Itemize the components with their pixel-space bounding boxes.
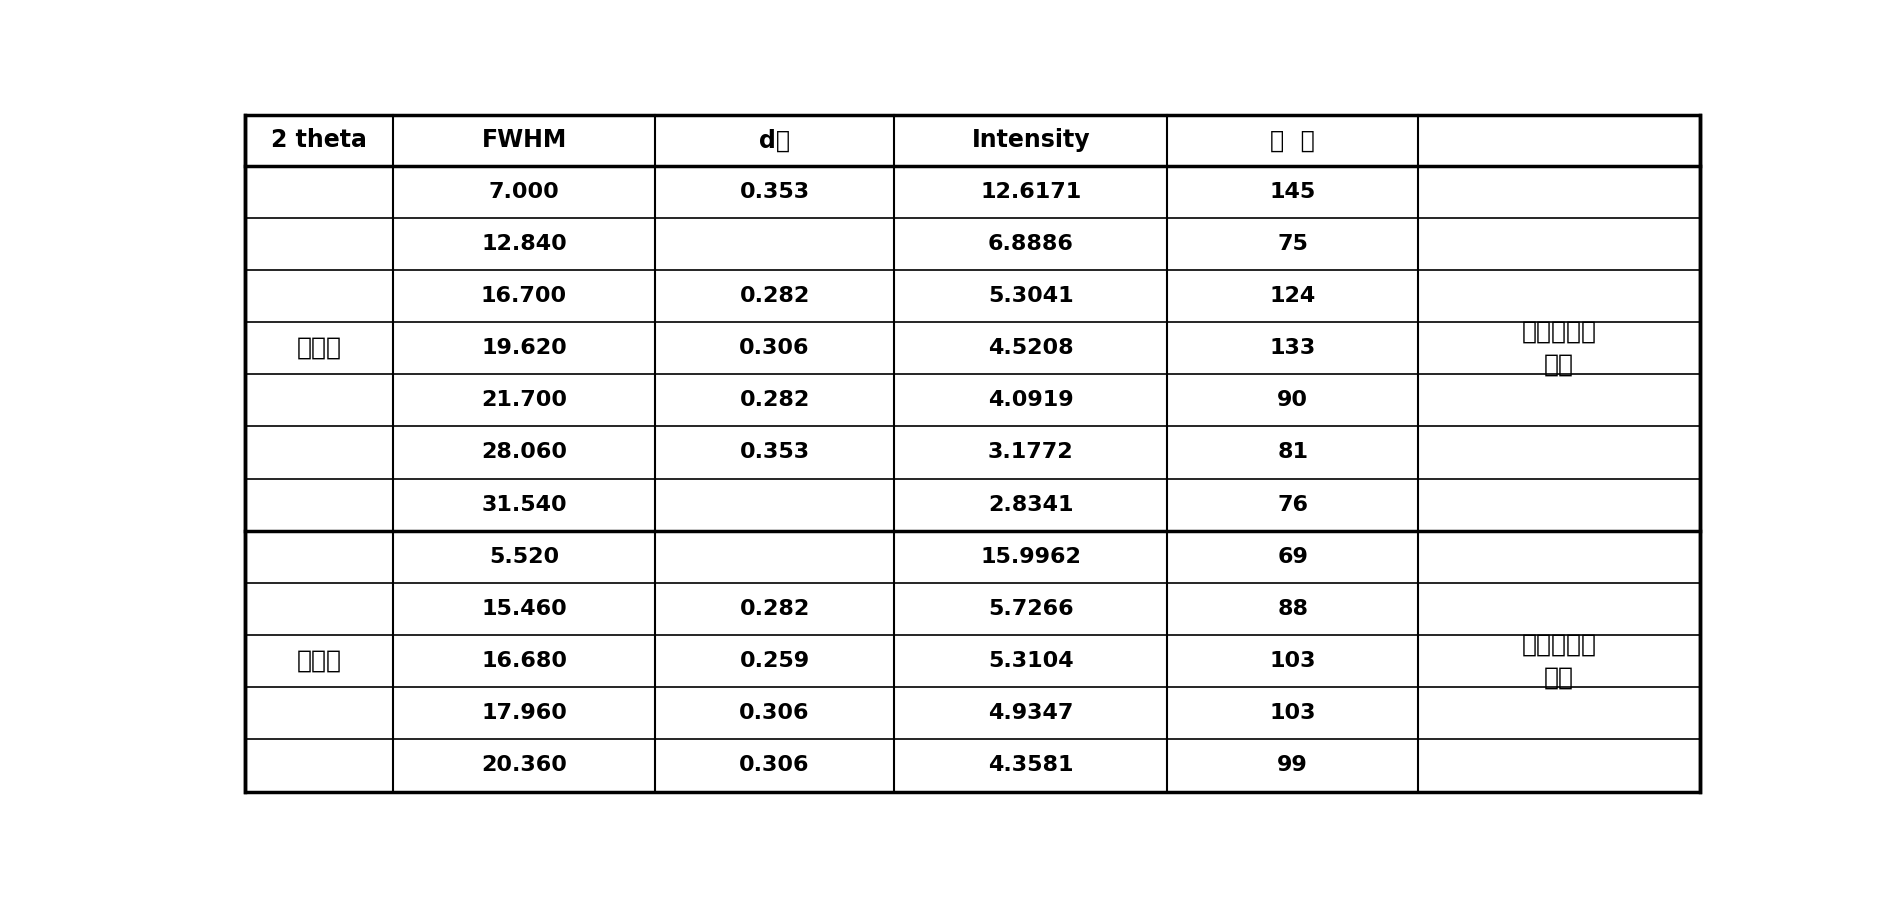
- Text: 17.960: 17.960: [480, 703, 568, 723]
- Text: 16.700: 16.700: [480, 286, 568, 306]
- Text: 145: 145: [1270, 181, 1315, 201]
- Text: 0.353: 0.353: [740, 443, 810, 462]
- Text: 2.8341: 2.8341: [989, 495, 1074, 515]
- Text: 124: 124: [1270, 286, 1315, 306]
- Text: 0.306: 0.306: [740, 338, 810, 358]
- Text: 备  注: 备 注: [1270, 128, 1315, 153]
- Text: 0.282: 0.282: [740, 599, 810, 619]
- Text: 0.282: 0.282: [740, 391, 810, 410]
- Text: 征峰: 征峰: [1545, 353, 1573, 377]
- Text: Intensity: Intensity: [972, 128, 1089, 153]
- Text: 7.000: 7.000: [488, 181, 560, 201]
- Text: d値: d値: [759, 128, 790, 153]
- Text: 2 theta: 2 theta: [271, 128, 366, 153]
- Text: 133: 133: [1270, 338, 1315, 358]
- Text: 0.353: 0.353: [740, 181, 810, 201]
- Text: 有明显的特: 有明显的特: [1522, 319, 1596, 343]
- Text: 20.360: 20.360: [480, 755, 568, 776]
- Text: 103: 103: [1270, 651, 1315, 671]
- Text: 4.9347: 4.9347: [989, 703, 1074, 723]
- Text: 0.259: 0.259: [740, 651, 810, 671]
- Text: 90: 90: [1277, 391, 1308, 410]
- Text: 15.460: 15.460: [482, 599, 568, 619]
- Text: 3.1772: 3.1772: [989, 443, 1074, 462]
- Text: 19.620: 19.620: [482, 338, 568, 358]
- Text: 4.5208: 4.5208: [989, 338, 1074, 358]
- Text: 103: 103: [1270, 703, 1315, 723]
- Text: 76: 76: [1277, 495, 1308, 515]
- Text: 4.3581: 4.3581: [989, 755, 1074, 776]
- Text: 69: 69: [1277, 547, 1308, 567]
- Text: 12.840: 12.840: [482, 233, 568, 254]
- Text: 81: 81: [1277, 443, 1308, 462]
- Text: 冻干法: 冻干法: [296, 649, 342, 674]
- Text: 21.700: 21.700: [480, 391, 568, 410]
- Text: 结晶法: 结晶法: [296, 336, 342, 360]
- Text: 6.8886: 6.8886: [987, 233, 1074, 254]
- Text: 无明显的特: 无明显的特: [1522, 632, 1596, 656]
- Text: 征峰: 征峰: [1545, 666, 1573, 690]
- Text: 99: 99: [1277, 755, 1308, 776]
- Text: 12.6171: 12.6171: [979, 181, 1082, 201]
- Text: FWHM: FWHM: [482, 128, 568, 153]
- Text: 15.9962: 15.9962: [981, 547, 1082, 567]
- Text: 5.520: 5.520: [490, 547, 560, 567]
- Text: 31.540: 31.540: [482, 495, 568, 515]
- Text: 5.7266: 5.7266: [989, 599, 1074, 619]
- Text: 5.3104: 5.3104: [989, 651, 1074, 671]
- Text: 0.306: 0.306: [740, 755, 810, 776]
- Text: 88: 88: [1277, 599, 1308, 619]
- Text: 5.3041: 5.3041: [989, 286, 1074, 306]
- Text: 28.060: 28.060: [480, 443, 568, 462]
- Text: 75: 75: [1277, 233, 1308, 254]
- Text: 0.282: 0.282: [740, 286, 810, 306]
- Text: 0.306: 0.306: [740, 703, 810, 723]
- Text: 16.680: 16.680: [480, 651, 568, 671]
- Text: 4.0919: 4.0919: [989, 391, 1074, 410]
